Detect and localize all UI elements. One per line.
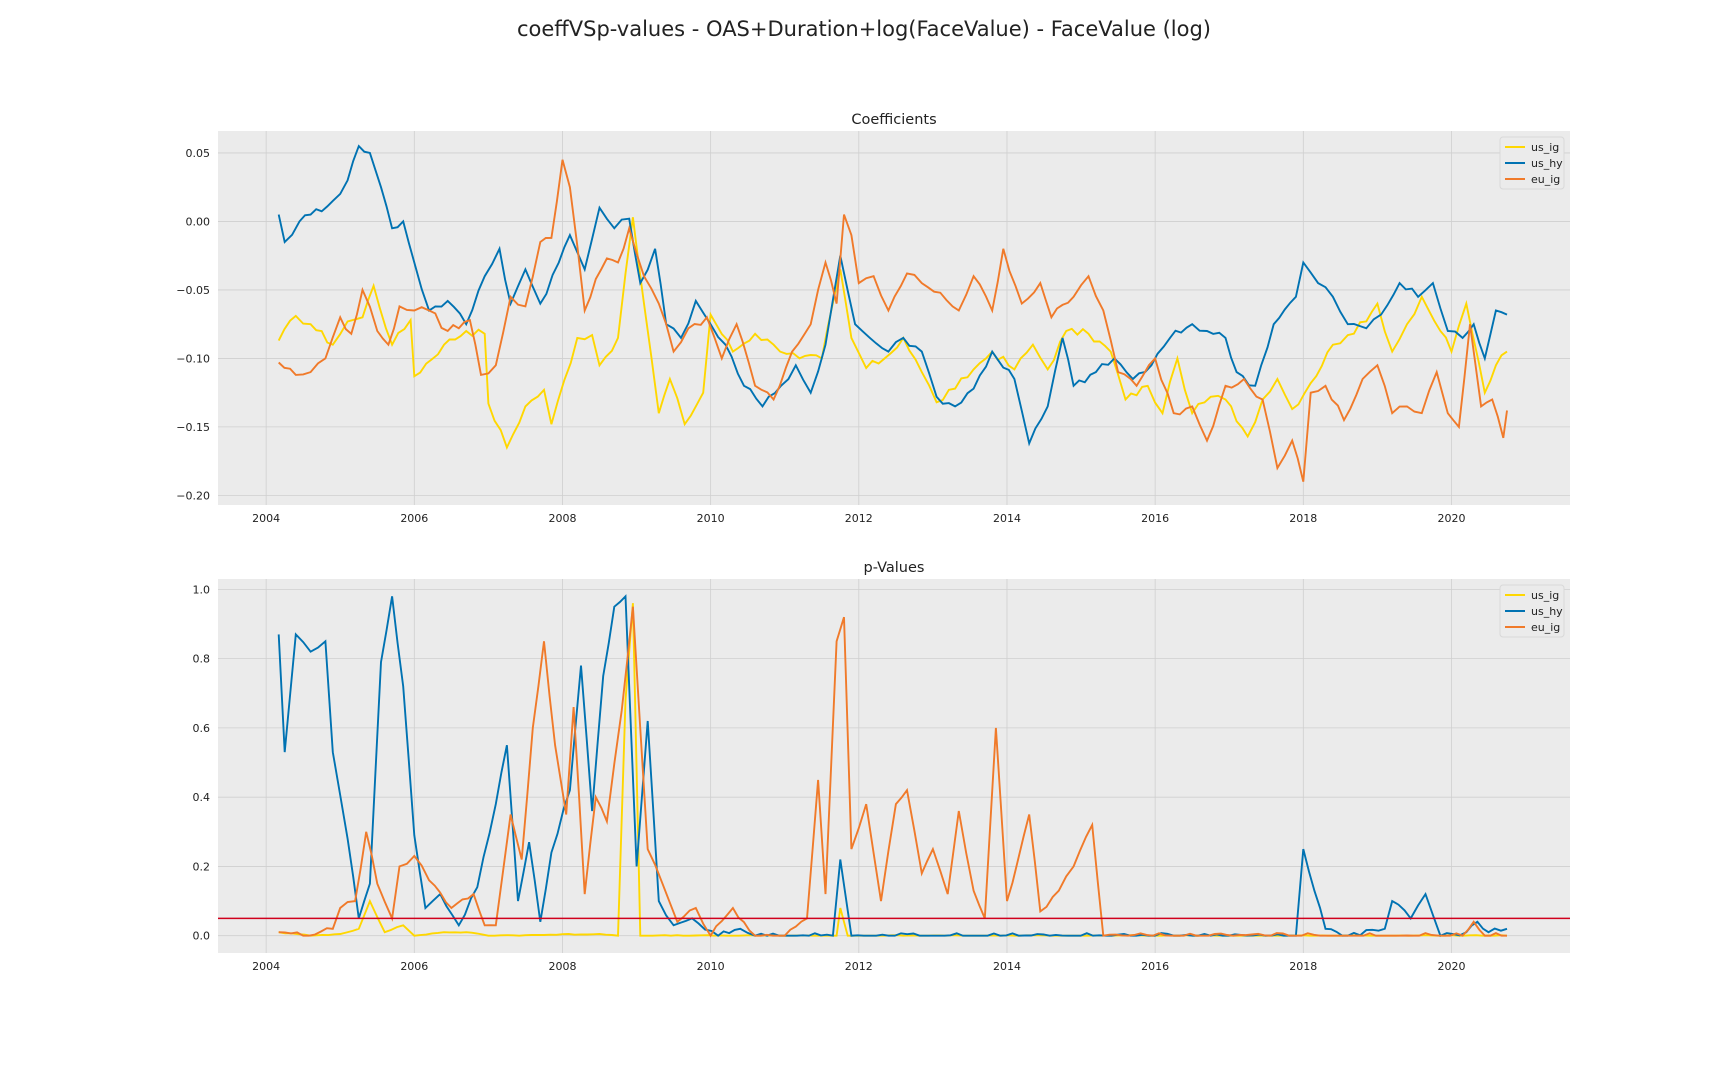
legend-label: eu_ig — [1531, 173, 1560, 186]
y-tick-label: 0.2 — [193, 860, 211, 873]
legend-label: us_ig — [1531, 589, 1559, 602]
x-tick-label: 2010 — [697, 512, 725, 525]
x-tick-label: 2012 — [845, 960, 873, 973]
y-tick-label: −0.10 — [176, 352, 210, 365]
x-tick-label: 2008 — [548, 960, 576, 973]
y-tick-label: 0.6 — [193, 722, 211, 735]
panel-p-values: 2004 2006 2008 2010 2012 2014 2016 2018 2020 0.0 0… — [193, 560, 1570, 973]
x-tick-label: 2004 — [252, 960, 280, 973]
series-line-us-hy — [277, 144, 1508, 447]
x-tick-label: 2020 — [1437, 512, 1465, 525]
legend-label: us_hy — [1531, 605, 1563, 618]
x-tick-label: 2018 — [1289, 960, 1317, 973]
panel-coefficients: 2004 2006 2008 2010 2012 2014 2016 2018 2020 −0.2… — [176, 112, 1570, 525]
series-line-eu-ig — [278, 159, 1508, 482]
y-tick-label: 0.8 — [193, 653, 211, 666]
legend-label: us_ig — [1531, 141, 1559, 154]
x-tick-label: 2014 — [993, 960, 1021, 973]
x-tick-label: 2010 — [697, 960, 725, 973]
panel-title: p-Values — [864, 560, 925, 576]
y-tick-label: 0.00 — [186, 215, 211, 228]
panel-title: Coefficients — [851, 112, 936, 128]
legend: us_ig us_hy eu_ig — [1499, 584, 1565, 638]
legend-label: us_hy — [1531, 157, 1563, 170]
y-tick-label: 0.4 — [193, 791, 211, 804]
legend: us_ig us_hy eu_ig — [1499, 136, 1565, 190]
x-tick-label: 2016 — [1141, 960, 1169, 973]
y-tick-label: −0.05 — [176, 284, 210, 297]
x-tick-label: 2006 — [400, 512, 428, 525]
x-tick-label: 2008 — [548, 512, 576, 525]
y-tick-label: −0.20 — [176, 489, 210, 502]
x-tick-label: 2014 — [993, 512, 1021, 525]
series-line-eu-ig — [278, 606, 1507, 938]
legend-box — [1499, 136, 1565, 190]
series-line-us-ig — [277, 217, 1508, 450]
y-tick-label: −0.15 — [176, 421, 210, 434]
x-tick-label: 2012 — [845, 512, 873, 525]
y-tick-label: 0.0 — [193, 930, 211, 943]
series-line-us-hy — [277, 594, 1508, 937]
y-tick-label: 1.0 — [193, 583, 211, 596]
plot-background — [218, 579, 1570, 953]
legend-label: eu_ig — [1531, 621, 1560, 634]
x-tick-label: 2018 — [1289, 512, 1317, 525]
y-tick-label: 0.05 — [186, 147, 211, 160]
x-tick-label: 2004 — [252, 512, 280, 525]
x-tick-label: 2006 — [400, 960, 428, 973]
figure-title: coeffVSp-values - OAS+Duration+log(FaceV… — [516, 17, 1211, 41]
legend-box — [1499, 584, 1565, 638]
x-tick-label: 2016 — [1141, 512, 1169, 525]
x-tick-label: 2020 — [1437, 960, 1465, 973]
